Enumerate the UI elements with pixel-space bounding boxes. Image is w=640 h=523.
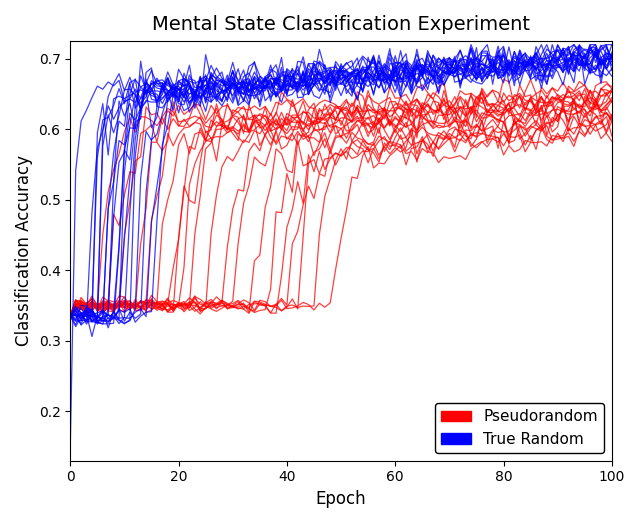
Y-axis label: Classification Accuracy: Classification Accuracy — [15, 155, 33, 346]
X-axis label: Epoch: Epoch — [316, 490, 366, 508]
Title: Mental State Classification Experiment: Mental State Classification Experiment — [152, 15, 530, 34]
Legend: Pseudorandom, True Random: Pseudorandom, True Random — [435, 403, 604, 453]
